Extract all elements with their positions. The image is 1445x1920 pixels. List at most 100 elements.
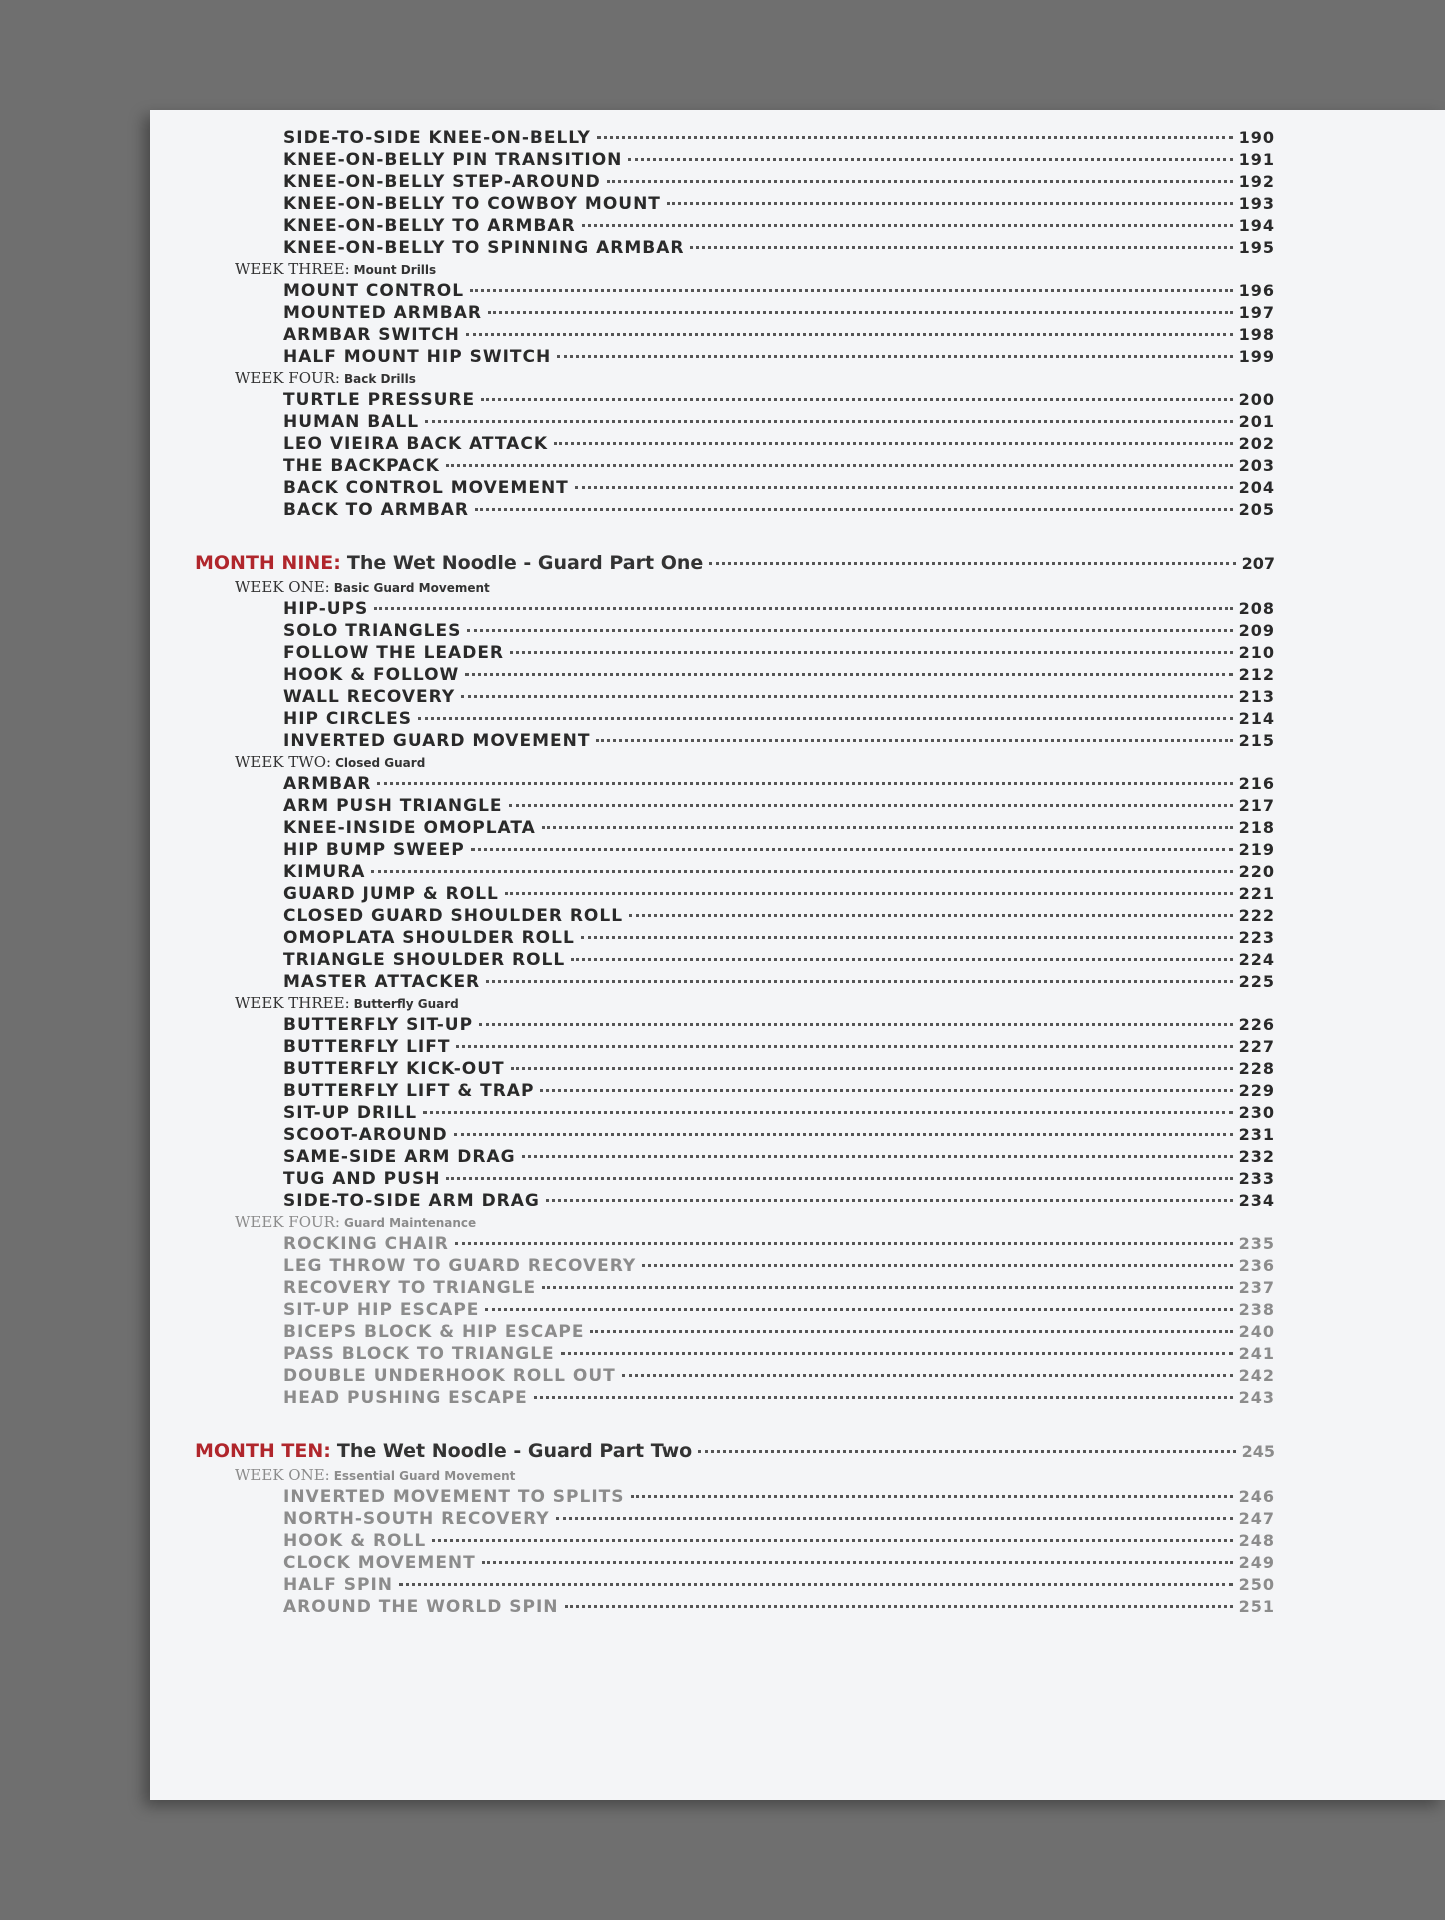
week-section: WEEK FOUR: Back Drills TURTLE PRESSURE 200 H… [195, 369, 1275, 522]
page-number: 199 [1238, 347, 1275, 366]
entry-title: HIP CIRCLES [283, 709, 412, 729]
toc-entry: HIP-UPS 208 [195, 599, 1275, 621]
dot-leader [445, 464, 1233, 467]
toc-entry: CLOSED GUARD SHOULDER ROLL 222 [195, 906, 1275, 928]
entry-title: TRIANGLE SHOULDER ROLL [283, 950, 566, 970]
page-number: 209 [1238, 621, 1275, 640]
page-number: 231 [1238, 1125, 1275, 1144]
week-label: WEEK THREE: [235, 994, 350, 1012]
page-number: 212 [1238, 665, 1275, 684]
page-number: 249 [1238, 1553, 1275, 1572]
page-number: 241 [1238, 1344, 1275, 1363]
dot-leader [485, 1308, 1233, 1311]
dot-leader [456, 1045, 1233, 1048]
month-heading: MONTH NINE: The Wet Noodle - Guard Part O… [195, 552, 1275, 578]
toc-entry: KIMURA 220 [195, 862, 1275, 884]
toc-entry: KNEE-ON-BELLY STEP-AROUND 192 [195, 172, 1275, 194]
page-number: 197 [1238, 303, 1275, 322]
page-number: 218 [1238, 818, 1275, 837]
entry-title: GUARD JUMP & ROLL [283, 884, 499, 904]
entry-title: KNEE-ON-BELLY STEP-AROUND [283, 172, 601, 192]
page-number: 247 [1238, 1509, 1275, 1528]
toc-entry: TURTLE PRESSURE 200 [195, 390, 1275, 412]
page-number: 234 [1238, 1191, 1275, 1210]
week-section: WEEK THREE: Butterfly Guard BUTTERFLY SIT-… [195, 994, 1275, 1213]
page-number: 248 [1238, 1531, 1275, 1550]
entry-title: ARMBAR [283, 774, 372, 794]
page-number: 204 [1238, 478, 1275, 497]
toc-entry: INVERTED MOVEMENT TO SPLITS 246 [195, 1487, 1275, 1509]
dot-leader [510, 651, 1233, 654]
dot-leader [481, 1561, 1233, 1564]
month-label: MONTH TEN: [195, 1440, 331, 1462]
toc-entry: MOUNTED ARMBAR 197 [195, 303, 1275, 325]
entry-title: HEAD PUSHING ESCAPE [283, 1388, 528, 1408]
dot-leader [371, 870, 1233, 873]
entry-title: SAME-SIDE ARM DRAG [283, 1147, 516, 1167]
dot-leader [465, 673, 1233, 676]
week-label: WEEK FOUR: [235, 369, 340, 387]
entry-title: BACK CONTROL MOVEMENT [283, 478, 569, 498]
toc-entry: BACK CONTROL MOVEMENT 204 [195, 478, 1275, 500]
entry-title: KNEE-INSIDE OMOPLATA [283, 818, 536, 838]
page-number: 207 [1241, 554, 1275, 573]
toc-entry: AROUND THE WORLD SPIN 251 [195, 1597, 1275, 1619]
entry-title: BUTTERFLY LIFT [283, 1037, 451, 1057]
dot-leader [510, 1067, 1233, 1070]
page-number: 220 [1238, 862, 1275, 881]
toc-entry: HIP BUMP SWEEP 219 [195, 840, 1275, 862]
week-heading: WEEK THREE: Mount Drills [195, 260, 1275, 281]
page-number: 213 [1238, 687, 1275, 706]
page-number: 250 [1238, 1575, 1275, 1594]
page-number: 205 [1238, 500, 1275, 519]
month-section: MONTH NINE: The Wet Noodle - Guard Part O… [195, 552, 1275, 1410]
entry-title: HALF SPIN [283, 1575, 394, 1595]
dot-leader [555, 1517, 1233, 1520]
dot-leader [541, 826, 1233, 829]
dot-leader [461, 695, 1233, 698]
entry-title: KNEE-ON-BELLY TO ARMBAR [283, 216, 576, 236]
week-topic: Basic Guard Movement [333, 581, 490, 595]
dot-leader [629, 914, 1233, 917]
page-number: 193 [1238, 194, 1275, 213]
dot-leader [374, 607, 1233, 610]
dot-leader [596, 739, 1233, 742]
month-title: The Wet Noodle - Guard Part One [346, 552, 704, 574]
entry-title: SOLO TRIANGLES [283, 621, 462, 641]
toc-entry: SCOOT-AROUND 231 [195, 1125, 1275, 1147]
toc-entry: ROCKING CHAIR 235 [195, 1234, 1275, 1256]
dot-leader [540, 1089, 1233, 1092]
dot-leader [481, 398, 1233, 401]
dot-leader [432, 1539, 1233, 1542]
entry-title: TUG AND PUSH [283, 1169, 441, 1189]
page-number: 203 [1238, 456, 1275, 475]
toc-entry: HALF SPIN 250 [195, 1575, 1275, 1597]
dot-leader [475, 508, 1233, 511]
entry-title: BICEPS BLOCK & HIP ESCAPE [283, 1322, 585, 1342]
entry-title: BUTTERFLY SIT-UP [283, 1015, 474, 1035]
toc-entry: MASTER ATTACKER 225 [195, 972, 1275, 994]
toc-entry: FOLLOW THE LEADER 210 [195, 643, 1275, 665]
dot-leader [590, 1330, 1233, 1333]
entry-title: MASTER ATTACKER [283, 972, 481, 992]
entry-title: SIDE-TO-SIDE ARM DRAG [283, 1191, 540, 1211]
page-number: 225 [1238, 972, 1275, 991]
toc-entry: LEG THROW TO GUARD RECOVERY 236 [195, 1256, 1275, 1278]
page-number: 235 [1238, 1234, 1275, 1253]
toc-entry: THE BACKPACK 203 [195, 456, 1275, 478]
dot-leader [504, 892, 1233, 895]
entry-title: PASS BLOCK TO TRIANGLE [283, 1344, 555, 1364]
month-heading: MONTH TEN: The Wet Noodle - Guard Part Tw… [195, 1440, 1275, 1466]
dot-leader [709, 562, 1236, 565]
toc-entry: SAME-SIDE ARM DRAG 232 [195, 1147, 1275, 1169]
week-label: WEEK THREE: [235, 260, 350, 278]
week-label: WEEK ONE: [235, 1466, 330, 1484]
entry-title: BUTTERFLY LIFT & TRAP [283, 1081, 535, 1101]
entry-title: NORTH-SOUTH RECOVERY [283, 1509, 550, 1529]
toc-entry: OMOPLATA SHOULDER ROLL 223 [195, 928, 1275, 950]
week-topic: Guard Maintenance [344, 1216, 477, 1230]
entry-title: BACK TO ARMBAR [283, 500, 470, 520]
dot-leader [470, 848, 1233, 851]
dot-leader [467, 629, 1233, 632]
entry-title: ARMBAR SWITCH [283, 325, 460, 345]
